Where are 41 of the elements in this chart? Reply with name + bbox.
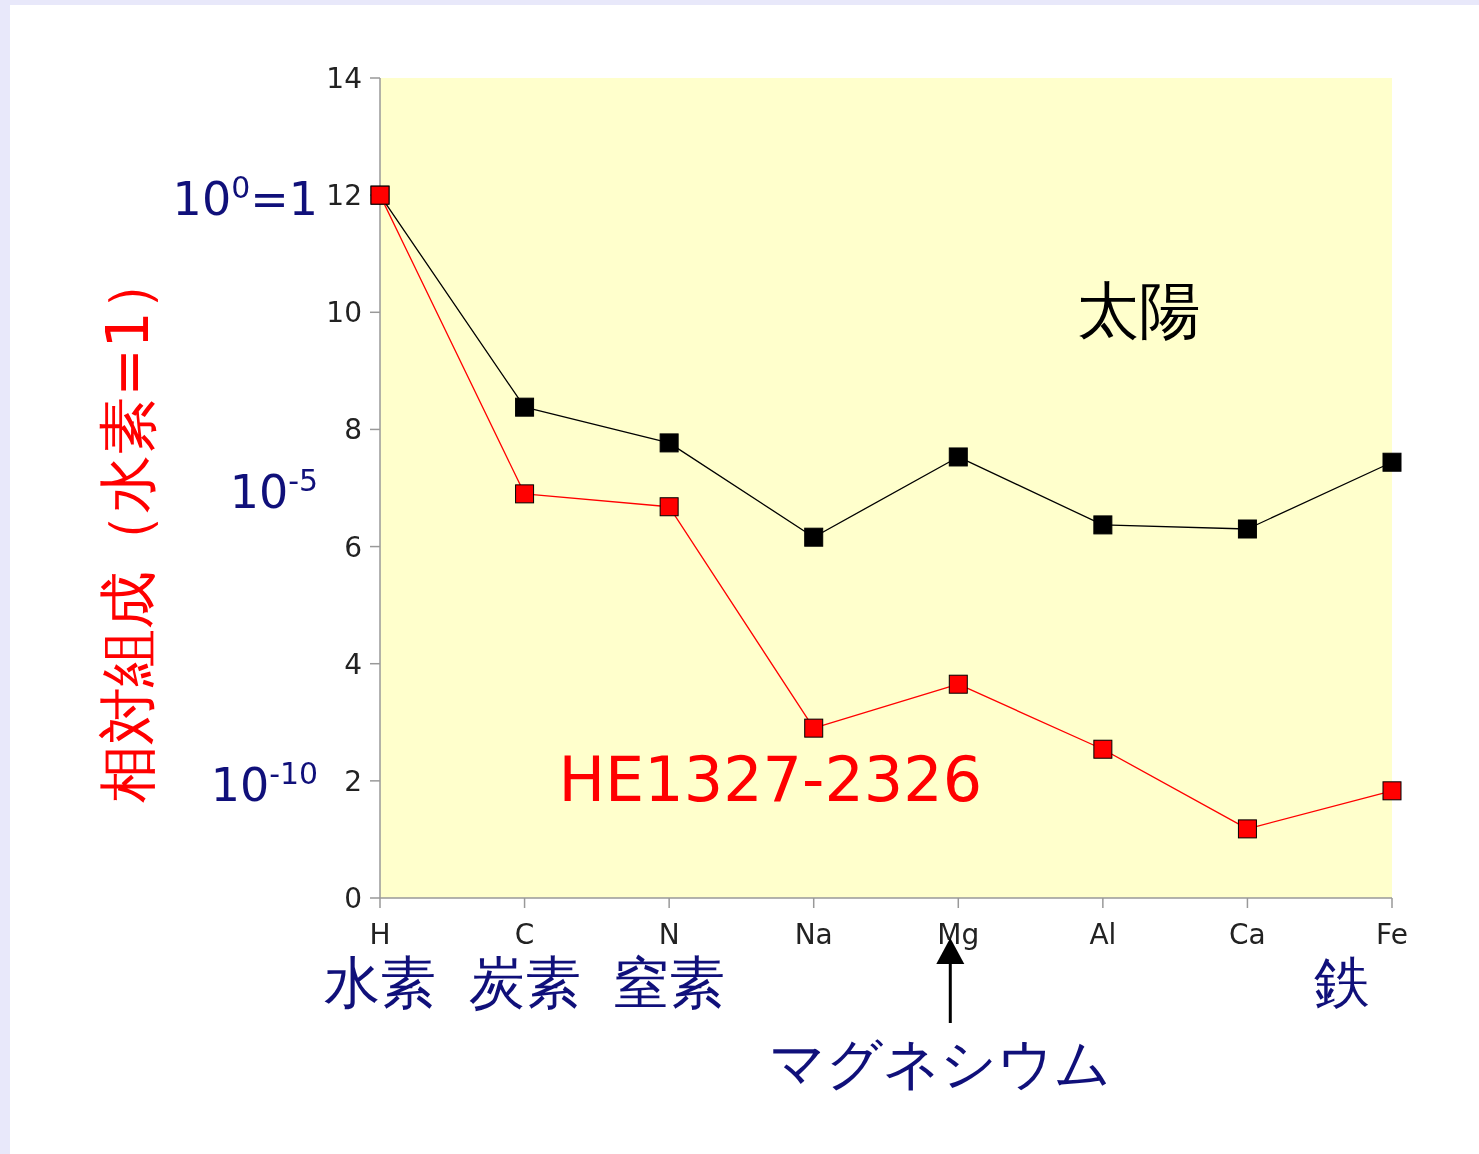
text: 鉄 bbox=[1314, 950, 1370, 1015]
series-label: HE1327-2326 bbox=[558, 742, 983, 816]
y-axis-title: 相対組成（水素=1） bbox=[94, 253, 162, 803]
point bbox=[1237, 819, 1257, 839]
x-tick-label: Fe bbox=[1376, 918, 1408, 951]
y-tick-label: 12 bbox=[326, 179, 362, 213]
text: 10$^{0}$=1 bbox=[172, 169, 318, 227]
text: 太陽 bbox=[1077, 274, 1201, 348]
point bbox=[1093, 515, 1113, 535]
text: 水素 bbox=[324, 950, 436, 1015]
x-tick-label: Mg bbox=[937, 918, 980, 951]
point bbox=[515, 397, 535, 417]
y-tick-label: 4 bbox=[344, 647, 362, 681]
point bbox=[1382, 452, 1402, 472]
point bbox=[1237, 519, 1257, 539]
point bbox=[1093, 739, 1113, 759]
point bbox=[804, 718, 824, 738]
point bbox=[515, 484, 535, 504]
x-tick-label: Al bbox=[1089, 918, 1117, 951]
text: 炭素 bbox=[468, 950, 581, 1015]
x-tick-label: Ca bbox=[1229, 918, 1266, 951]
text: 10$^{-10}$ bbox=[210, 755, 318, 812]
text: 10$^{-5}$ bbox=[229, 462, 318, 519]
y-tick-label: 2 bbox=[344, 764, 362, 798]
y-tick-label: 10 bbox=[326, 296, 362, 330]
point bbox=[1382, 781, 1402, 801]
x-tick-label: C bbox=[514, 918, 535, 951]
text: 窒素 bbox=[613, 950, 726, 1015]
x-tick-label: H bbox=[369, 918, 391, 951]
y-tick-label: 0 bbox=[344, 882, 362, 915]
y-tick-label: 6 bbox=[344, 530, 362, 564]
x-tick-label: Na bbox=[794, 918, 833, 951]
y-tick-label: 14 bbox=[326, 62, 362, 95]
text: マグネシウム bbox=[769, 1031, 1112, 1096]
point bbox=[948, 674, 968, 694]
point bbox=[804, 527, 824, 547]
point bbox=[659, 433, 679, 453]
y-tick-label: 8 bbox=[344, 413, 362, 447]
point bbox=[948, 447, 968, 467]
x-tick-label: N bbox=[658, 918, 680, 951]
point bbox=[659, 497, 679, 517]
